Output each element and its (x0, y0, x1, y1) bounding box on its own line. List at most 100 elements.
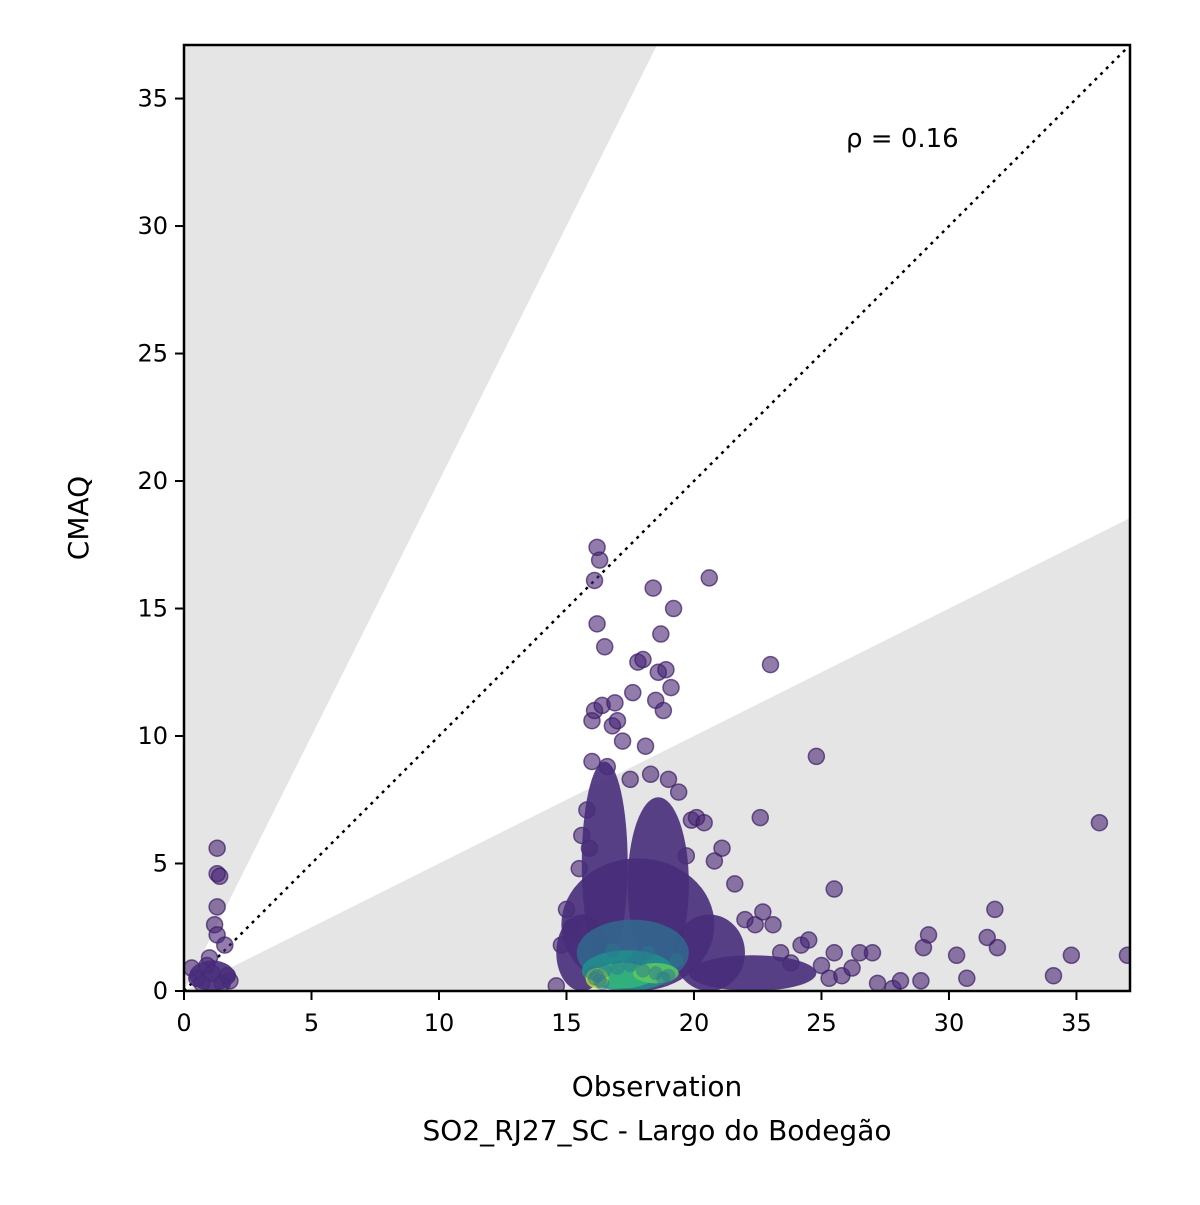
data-point (1062, 946, 1081, 965)
data-point (751, 808, 770, 827)
data-point (919, 926, 938, 944)
x-tick-label: 5 (304, 1009, 319, 1037)
data-point (216, 936, 234, 954)
axes-frame (182, 43, 1132, 993)
y-tick-label: 0 (153, 977, 168, 1005)
data-point (657, 660, 675, 679)
y-tick-label: 35 (137, 85, 168, 113)
y-axis-ticks: 0 5 10 15 20 25 30 35 (137, 85, 184, 1005)
x-tick-label: 0 (176, 1009, 191, 1037)
data-point (958, 969, 976, 988)
data-point (695, 813, 713, 832)
data-point (947, 946, 966, 965)
x-tick-label: 25 (806, 1009, 837, 1037)
data-point (636, 737, 655, 755)
data-point (868, 974, 887, 991)
shade-lower (184, 518, 1130, 991)
y-axis-label: CMAQ (62, 476, 95, 560)
data-point (613, 732, 632, 750)
data-point (590, 551, 609, 569)
data-point (754, 903, 772, 921)
data-point (807, 747, 826, 766)
dense-cluster (581, 761, 628, 966)
data-point (652, 625, 670, 643)
identity-line-path (184, 45, 1130, 991)
data-point (669, 953, 684, 968)
data-point (799, 931, 818, 949)
data-point (661, 968, 676, 983)
data-point (664, 599, 683, 618)
y-tick-label: 20 (137, 467, 168, 495)
data-point (595, 976, 610, 991)
y-tick-label: 10 (137, 722, 168, 750)
data-point (843, 959, 861, 977)
data-point (1044, 966, 1063, 985)
data-point (746, 915, 764, 934)
data-point (812, 956, 831, 975)
data-point (988, 938, 1007, 957)
data-point (583, 752, 601, 771)
annotation-text: ρ = 0.16 (846, 124, 959, 154)
data-point (605, 943, 620, 958)
x-axis-subtitle: SO2_RJ27_SC - Largo do Bodegão (423, 1114, 892, 1147)
x-tick-label: 30 (934, 1009, 965, 1037)
x-axis-ticks: 0 5 10 15 20 25 30 35 (176, 991, 1092, 1037)
data-point (585, 571, 604, 590)
x-tick-label: 20 (679, 1009, 710, 1037)
data-point (912, 972, 930, 990)
plot-frame (182, 43, 1132, 993)
data-point (624, 683, 642, 702)
data-point (669, 783, 688, 801)
x-tick-label: 15 (551, 1009, 582, 1037)
data-point (210, 867, 229, 886)
data-point (597, 963, 612, 978)
x-tick-label: 10 (424, 1009, 455, 1037)
data-point (825, 944, 843, 962)
y-tick-label: 15 (137, 595, 168, 623)
scatter-points (184, 538, 1130, 991)
x-tick-label: 35 (1061, 1009, 1092, 1037)
data-point (764, 915, 782, 934)
dense-cluster (189, 960, 235, 991)
shaded-region (184, 45, 1130, 991)
data-point (635, 963, 650, 978)
data-point (641, 945, 656, 960)
data-point (761, 655, 780, 674)
data-point (588, 615, 606, 633)
data-point (606, 694, 624, 712)
data-point (208, 898, 226, 916)
data-point (825, 880, 843, 898)
identity-line (184, 45, 1130, 991)
y-tick-label: 5 (153, 850, 168, 878)
dense-cluster (688, 955, 817, 991)
data-point (659, 770, 678, 789)
data-point (208, 839, 226, 857)
data-point (662, 678, 680, 697)
data-point (634, 650, 652, 669)
data-point (700, 569, 719, 587)
data-point (1118, 946, 1130, 965)
data-point (713, 839, 731, 857)
data-point (584, 966, 599, 981)
data-point (547, 977, 566, 991)
data-point (621, 770, 639, 789)
data-point (891, 972, 910, 990)
shade-upper (184, 45, 657, 991)
data-point (608, 711, 627, 730)
data-point (986, 900, 1004, 919)
data-point (654, 701, 673, 720)
data-point (978, 928, 996, 947)
x-axis-label: Observation (572, 1070, 743, 1103)
data-point (610, 961, 625, 976)
data-point (726, 875, 744, 893)
data-point (705, 852, 724, 870)
data-point (644, 579, 662, 597)
data-point (641, 765, 660, 784)
y-tick-label: 30 (137, 212, 168, 240)
data-point (863, 944, 882, 962)
data-point (1090, 813, 1109, 832)
data-point (595, 638, 614, 656)
y-tick-label: 25 (137, 340, 168, 368)
